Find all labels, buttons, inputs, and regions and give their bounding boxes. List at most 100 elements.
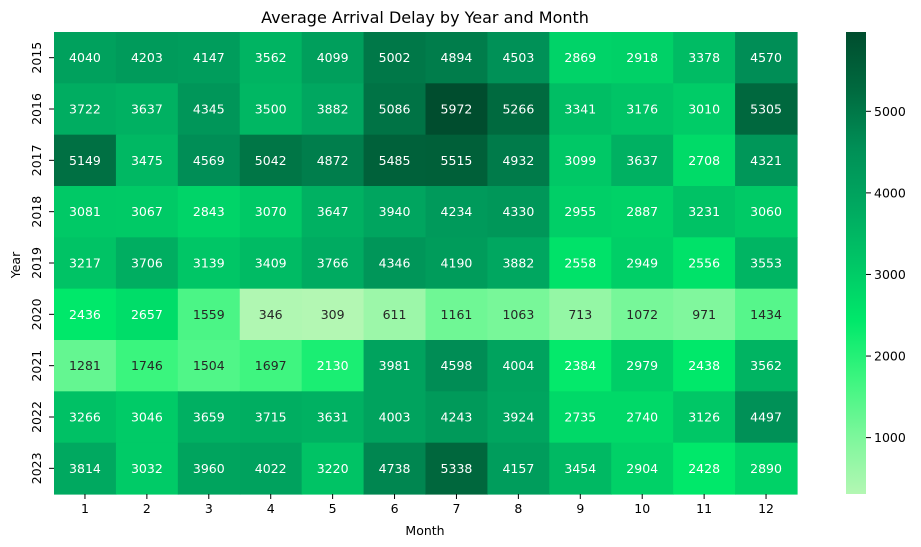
- heatmap-cell: [54, 186, 117, 238]
- cell-value-label: 2887: [626, 204, 658, 219]
- x-tick-label: 8: [514, 501, 522, 516]
- cell-value-label: 346: [259, 307, 283, 322]
- cell-value-label: 3500: [255, 102, 287, 117]
- colorbar-ticks: 1000 2000 3000 4000 5000: [866, 104, 906, 445]
- cell-value-label: 4738: [379, 461, 411, 476]
- colorbar-tick-label: 4000: [874, 185, 906, 200]
- heatmap-cell: [301, 32, 365, 84]
- cell-value-label: 5266: [502, 102, 534, 117]
- heatmap-cell: [611, 288, 674, 341]
- cell-value-label: 4022: [255, 461, 287, 476]
- cell-value-label: 1746: [131, 358, 163, 373]
- y-axis-label: Year: [8, 251, 23, 279]
- heatmap-cell: [549, 442, 612, 495]
- cell-value-label: 4234: [441, 204, 473, 219]
- x-axis-label: Month: [405, 523, 444, 538]
- cell-value-label: 2436: [69, 307, 101, 322]
- heatmap-cell: [425, 134, 489, 187]
- heatmap-cell: [239, 186, 303, 238]
- heatmap-cell: [425, 186, 489, 238]
- heatmap-cell: [177, 134, 241, 187]
- heatmap-cell: [673, 288, 736, 341]
- x-tick-label: 11: [696, 501, 712, 516]
- heatmap-cell: [301, 83, 365, 136]
- colorbar-tick-label: 2000: [874, 349, 906, 364]
- heatmap-cell: [54, 340, 117, 392]
- heatmap-cell: [177, 288, 241, 341]
- cell-value-label: 4003: [379, 410, 411, 425]
- cell-value-label: 2384: [564, 358, 596, 373]
- cell-value-label: 5086: [379, 102, 411, 117]
- colorbar-gradient: [846, 32, 866, 494]
- cell-value-label: 2918: [626, 50, 658, 65]
- cell-value-label: 2558: [564, 256, 596, 271]
- cell-value-label: 3231: [688, 204, 720, 219]
- cell-value-label: 3220: [317, 461, 349, 476]
- cell-value-label: 3722: [69, 102, 101, 117]
- cell-value-label: 3010: [688, 102, 720, 117]
- heatmap-cell: [735, 340, 798, 392]
- cell-value-label: 2428: [688, 461, 720, 476]
- cell-value-label: 4040: [69, 50, 101, 65]
- cell-value-label: 3562: [255, 50, 287, 65]
- heatmap-cell: [301, 237, 365, 290]
- heatmap-cell: [115, 237, 179, 290]
- heatmap-cell: [54, 134, 117, 187]
- colorbar: 1000 2000 3000 4000 5000: [846, 32, 906, 494]
- heatmap-cell: [611, 83, 674, 136]
- y-tick-label: 2020: [29, 298, 44, 330]
- cell-value-label: 3637: [131, 102, 163, 117]
- x-tick-label: 10: [634, 501, 650, 516]
- cell-value-label: 3176: [626, 102, 658, 117]
- cell-value-label: 4345: [193, 102, 225, 117]
- cell-value-label: 1504: [193, 358, 225, 373]
- cell-value-label: 1161: [441, 307, 473, 322]
- cell-value-label: 3960: [193, 461, 225, 476]
- x-tick-label: 1: [81, 501, 89, 516]
- cell-value-label: 3766: [317, 256, 349, 271]
- heatmap-cell: [673, 186, 736, 238]
- cell-value-label: 4147: [193, 50, 225, 65]
- cell-value-label: 3981: [379, 358, 411, 373]
- x-tick-label: 7: [452, 501, 460, 516]
- cell-value-label: 2556: [688, 256, 720, 271]
- heatmap-cell: [239, 340, 303, 392]
- cell-value-label: 4346: [379, 256, 411, 271]
- heatmap-cell: [549, 83, 612, 136]
- heatmap-cell: [673, 237, 736, 290]
- cell-value-label: 2735: [564, 410, 596, 425]
- cell-value-label: 4321: [750, 153, 782, 168]
- heatmap-cell: [549, 32, 612, 84]
- colorbar-tick-label: 3000: [874, 267, 906, 282]
- cell-value-label: 1559: [193, 307, 225, 322]
- cell-value-label: 713: [568, 307, 592, 322]
- cell-value-label: 4569: [193, 153, 225, 168]
- y-tick-label: 2015: [29, 42, 44, 74]
- x-tick-label: 3: [205, 501, 213, 516]
- heatmap-cell: [239, 442, 303, 495]
- heatmap-cell: [487, 32, 550, 84]
- cell-value-label: 4497: [750, 410, 782, 425]
- heatmap-cell: [611, 134, 674, 187]
- heatmap-cell: [735, 186, 798, 238]
- cell-value-label: 3882: [502, 256, 534, 271]
- heatmap-cell: [177, 442, 241, 495]
- heatmap-cell: [487, 186, 550, 238]
- heatmap-cell: [487, 237, 550, 290]
- heatmap-cell: [673, 134, 736, 187]
- heatmap-cell: [239, 288, 303, 341]
- heatmap-cell: [115, 391, 179, 444]
- heatmap-cell: [673, 391, 736, 444]
- cell-value-label: 1434: [750, 307, 782, 322]
- cell-value-label: 3715: [255, 410, 287, 425]
- cell-value-label: 3046: [131, 410, 163, 425]
- cell-value-label: 2438: [688, 358, 720, 373]
- cell-value-label: 4932: [502, 153, 534, 168]
- cell-value-label: 1063: [502, 307, 534, 322]
- x-axis-ticks: 1 2 3 4 5 6 7 8 9 10 11 12: [81, 494, 774, 516]
- y-tick-label: 2021: [29, 350, 44, 382]
- cell-value-label: 4598: [441, 358, 473, 373]
- cell-value-label: 3341: [564, 102, 596, 117]
- heatmap-cell: [239, 134, 303, 187]
- heatmap-cell: [115, 32, 179, 84]
